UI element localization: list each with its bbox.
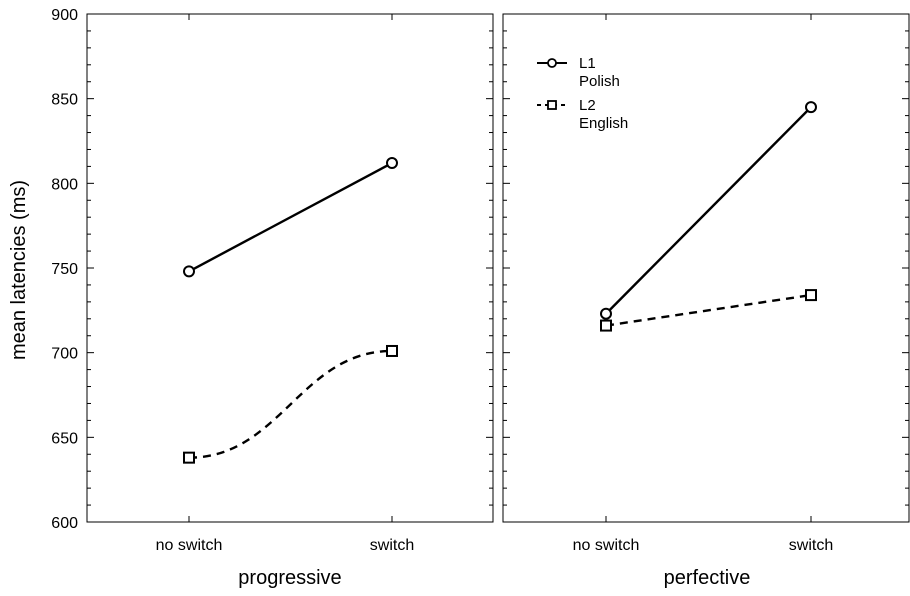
y-tick-label: 650 bbox=[51, 430, 78, 447]
data-point-l1 bbox=[386, 157, 398, 170]
y-tick-label: 850 bbox=[51, 92, 78, 109]
series-line-l2 bbox=[188, 349, 393, 459]
series-line-l2 bbox=[605, 293, 812, 327]
y-tick-label: 800 bbox=[51, 176, 78, 193]
series-line-l1 bbox=[605, 106, 812, 315]
series-line-l1 bbox=[188, 161, 393, 273]
y-axis-title-group: mean latencies (ms) bbox=[8, 180, 30, 360]
x-tick-label: no switch bbox=[156, 537, 223, 554]
x-tick-label: switch bbox=[789, 537, 833, 554]
data-point-l2 bbox=[805, 289, 817, 302]
legend-sublabel-l2: English bbox=[579, 115, 628, 132]
y-tick-label: 750 bbox=[51, 261, 78, 278]
legend-label-l1: L1 bbox=[579, 55, 596, 72]
data-point-l1 bbox=[183, 265, 195, 278]
y-axis-title: mean latencies (ms) bbox=[8, 180, 30, 360]
legend-marker-l2 bbox=[547, 100, 557, 110]
panel-2: no switch switch perfective bbox=[502, 13, 910, 589]
panel-frame bbox=[502, 13, 910, 523]
data-point-l2 bbox=[386, 344, 398, 357]
legend-label-l2: L2 bbox=[579, 97, 596, 114]
y-tick-label: 600 bbox=[51, 515, 78, 532]
x-axis-title: progressive bbox=[238, 567, 341, 589]
data-point-l1 bbox=[600, 307, 612, 320]
data-point-l2 bbox=[183, 451, 195, 464]
data-point-l2 bbox=[600, 319, 612, 332]
legend-sublabel-l1: Polish bbox=[579, 73, 620, 90]
panel-1: 600 650 700 750 800 850 900 no switch switch prog… bbox=[51, 7, 494, 589]
y-tick-label: 900 bbox=[51, 7, 78, 24]
y-tick-label: 700 bbox=[51, 346, 78, 363]
x-axis-title: perfective bbox=[664, 567, 751, 589]
panel-frame bbox=[86, 13, 494, 523]
x-tick-label: switch bbox=[370, 537, 414, 554]
data-point-l1 bbox=[805, 101, 817, 114]
x-tick-label: no switch bbox=[573, 537, 640, 554]
legend-marker-l1 bbox=[547, 58, 557, 68]
